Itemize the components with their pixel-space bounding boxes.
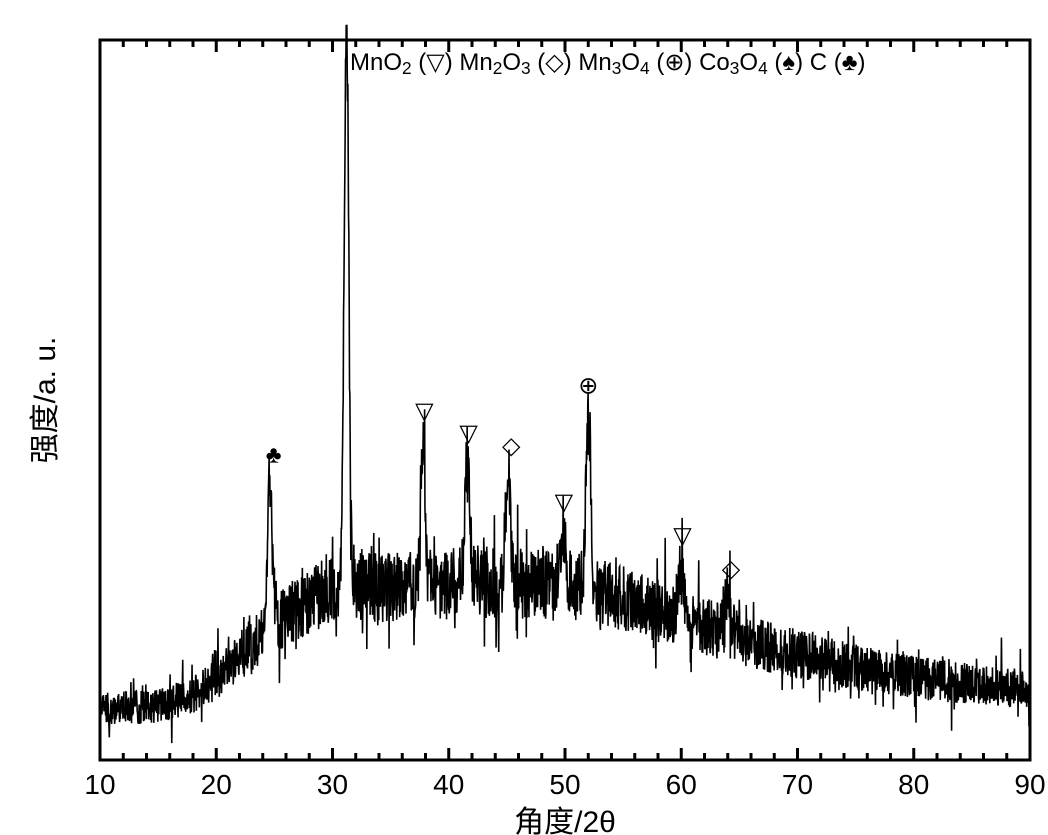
peak-marker-label: ▽	[415, 398, 434, 425]
x-tick-label: 30	[317, 769, 348, 800]
peak-marker-label: ▽	[555, 489, 574, 516]
peak-marker-label: ▽	[459, 420, 478, 447]
x-tick-label: 10	[84, 769, 115, 800]
peak-marker-label: ▽♠	[316, 0, 347, 3]
peak-marker-label: ⊕	[578, 373, 598, 400]
peak-marker-label: ◇	[502, 433, 521, 460]
x-tick-label: 20	[201, 769, 232, 800]
x-tick-label: 40	[433, 769, 464, 800]
x-tick-label: 70	[782, 769, 813, 800]
legend: MnO2 (▽) Mn2O3 (◇) Mn3O4 (⊕) Co3O4 (♠) C…	[350, 49, 865, 78]
x-tick-label: 50	[549, 769, 580, 800]
xrd-chart: 10 20 30 40 50 60 70 80 90 角度/2θ 强度/a. u. ♣ ▽♠ ▽ ▽ ◇ ▽ ⊕ ▽…	[0, 0, 1048, 835]
x-tick-label: 60	[666, 769, 697, 800]
peak-marker-label: ▽	[673, 523, 692, 550]
x-axis-label: 角度/2θ	[514, 806, 616, 835]
svg-text:MnO2 (▽) Mn2O3 (◇) Mn3O4 (⊕: MnO2 (▽) Mn2O3 (◇) Mn3O4 (⊕) Co3O4 (♠) C…	[350, 49, 865, 78]
x-tick-label: 90	[1014, 769, 1045, 800]
peak-marker-label: ◇	[722, 555, 741, 582]
peak-marker-label: ♣	[266, 441, 282, 468]
x-tick-label: 80	[898, 769, 929, 800]
y-axis-label: 强度/a. u.	[29, 337, 62, 464]
